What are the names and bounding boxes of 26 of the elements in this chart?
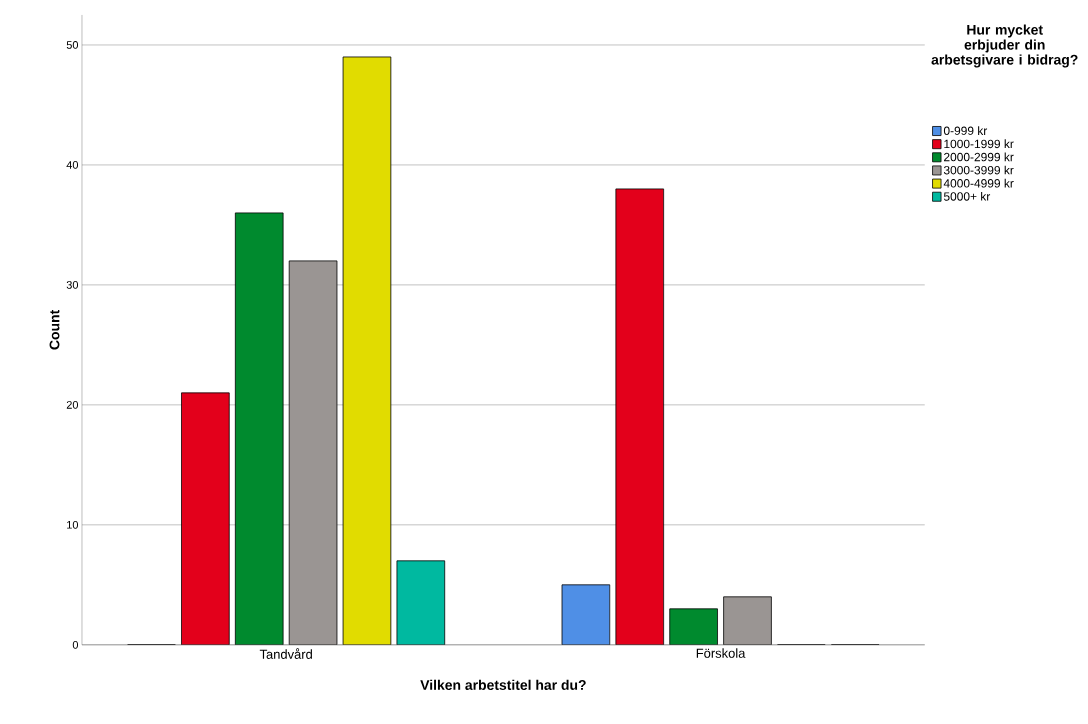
bar (561, 584, 611, 645)
y-tick-label: 0 (72, 641, 79, 649)
legend-label: 4000-4999 kr (943, 178, 1014, 188)
legend-title: Hur mycket erbjuder din arbetsgivare i bidrag? (931, 24, 1078, 68)
y-tick-label: 40 (66, 161, 79, 169)
bar (181, 392, 230, 645)
bar (723, 596, 772, 645)
bar (669, 608, 718, 645)
y-tick-label: 30 (66, 281, 79, 289)
legend-label: 0-999 kr (943, 126, 988, 136)
bar (288, 260, 338, 645)
x-axis-title: Vilken arbetstitel har du? (420, 679, 586, 691)
bar (342, 56, 392, 645)
legend-label: 1000-1999 kr (944, 139, 1014, 149)
x-tick-label: Förskola (696, 648, 746, 658)
y-tick-label: 20 (66, 401, 79, 409)
y-axis-title: Count (49, 310, 60, 350)
bar (396, 560, 446, 645)
bar (234, 212, 284, 645)
y-tick-label: 50 (66, 41, 79, 49)
legend-label: 5000+ kr (943, 192, 991, 201)
legend-label: 3000-3999 kr (943, 165, 1014, 175)
y-tick-label: 10 (67, 521, 79, 529)
legend-label: 2000-2999 kr (944, 152, 1014, 162)
x-tick-label: Tandvård (259, 648, 312, 659)
bar (615, 188, 665, 645)
